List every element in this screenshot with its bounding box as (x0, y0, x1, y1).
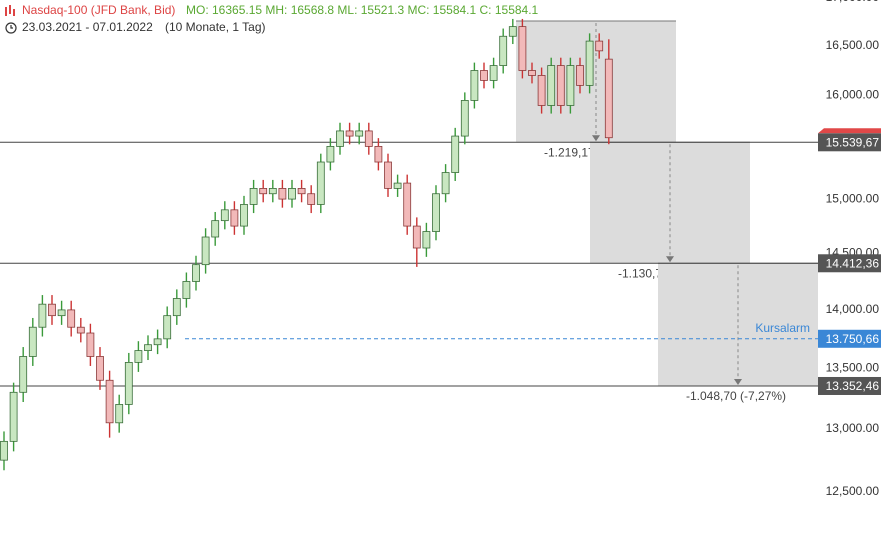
candle-body (48, 303, 56, 317)
candle-body (480, 70, 488, 81)
candle-body (230, 209, 239, 227)
icon (5, 7, 7, 16)
candle-body (336, 130, 344, 147)
candle-body (19, 356, 28, 393)
candle-body (259, 188, 268, 195)
candle-body (470, 70, 479, 101)
candle-body (403, 182, 412, 227)
candle-body (38, 303, 47, 328)
date-range: 23.03.2021 - 07.01.2022 (22, 20, 153, 34)
candle-body (76, 326, 85, 334)
candle-body (451, 135, 460, 173)
candle-body (124, 361, 133, 405)
candle-body (105, 379, 114, 424)
candle-body (288, 188, 296, 200)
candle-body (278, 188, 287, 200)
clock-icon (5, 22, 17, 34)
candle-body (115, 404, 124, 424)
candle-body (374, 146, 383, 163)
candle-body (345, 130, 354, 137)
y-tick-label: 17,000.00 (826, 0, 880, 4)
candle-body (144, 344, 152, 351)
candle-body (0, 440, 8, 461)
clock-hand (10, 25, 13, 29)
candle-body (86, 332, 95, 357)
arrow-head (592, 135, 600, 142)
candle-body (422, 231, 431, 249)
candle-body (163, 315, 172, 340)
candle-body (192, 264, 200, 282)
icon (9, 5, 11, 14)
candle-body (326, 146, 335, 163)
icon (13, 9, 15, 16)
candle-body (393, 182, 402, 189)
arrow-head (734, 378, 742, 385)
candle-body (364, 130, 373, 147)
price-box-label: 13.352,46 (826, 379, 880, 393)
candle-body (518, 26, 527, 71)
candle-body (547, 65, 556, 106)
price-box (818, 376, 881, 395)
candle-body (172, 298, 181, 317)
y-tick-label: 14,000.00 (826, 302, 880, 316)
chart-title: Nasdaq-100 (JFD Bank, Bid) (22, 3, 175, 17)
candle-body (182, 281, 191, 299)
candle-body (201, 236, 210, 266)
alarm-name: Kursalarm (755, 321, 810, 335)
candle-body (211, 220, 220, 238)
candle-body (28, 326, 37, 357)
candle-body (220, 209, 229, 222)
y-tick-label: 16,500.00 (826, 38, 880, 52)
candle-body (384, 161, 392, 189)
candle-body (499, 35, 508, 66)
drop-box (590, 142, 750, 264)
price-box (818, 329, 881, 348)
candle-body (355, 130, 364, 137)
candle-body (595, 40, 604, 52)
candle-body (604, 58, 613, 139)
level-tab (818, 128, 881, 134)
price-box-label: 14.412,36 (826, 256, 880, 270)
header: Nasdaq-100 (JFD Bank, Bid) MO: 16365.15 … (5, 3, 539, 34)
plot: -1.219,17 (-7,27%)-1.130,73 (-7,27%)-1.0… (0, 0, 881, 498)
candle-body (528, 70, 536, 76)
candle-body (134, 350, 143, 363)
y-tick-label: 13,000.00 (826, 421, 880, 435)
candle-body (556, 65, 565, 106)
period: (10 Monate, 1 Tag) (165, 20, 266, 34)
drop-label: -1.048,70 (-7,27%) (686, 389, 786, 403)
candle-body (307, 193, 316, 205)
candle-body (268, 188, 277, 195)
candle-body (96, 356, 104, 381)
candle-body (460, 100, 469, 137)
y-tick-label: 13,500.00 (826, 361, 880, 375)
y-tick-label: 15,000.00 (826, 191, 880, 205)
candle-body (585, 40, 594, 86)
candle-body (441, 172, 450, 195)
candle-body (508, 26, 517, 37)
ohlc-summary: MO: 16365.15 MH: 16568.8 ML: 15521.3 MC:… (186, 3, 539, 17)
candle-body (67, 309, 76, 328)
candle-body (412, 225, 421, 249)
candle-body (316, 161, 325, 205)
candle-body (9, 391, 18, 442)
candle-body (566, 65, 575, 106)
price-box-label: 13.750,66 (826, 332, 880, 346)
candle-body (537, 75, 546, 106)
arrow-head (666, 256, 674, 263)
y-tick-label: 12,500.00 (826, 484, 880, 498)
candle-body (297, 188, 306, 195)
candle-body (576, 65, 584, 86)
candle-body (240, 204, 248, 227)
price-box (818, 133, 881, 152)
candle-body (432, 193, 440, 232)
price-box-label: 15.539,67 (826, 135, 880, 149)
candle-body (249, 188, 258, 205)
candle-body (153, 338, 162, 346)
candle-body (57, 309, 66, 317)
candle-body (489, 65, 498, 81)
y-tick-label: 16,000.00 (826, 88, 880, 102)
price-box (818, 254, 881, 273)
